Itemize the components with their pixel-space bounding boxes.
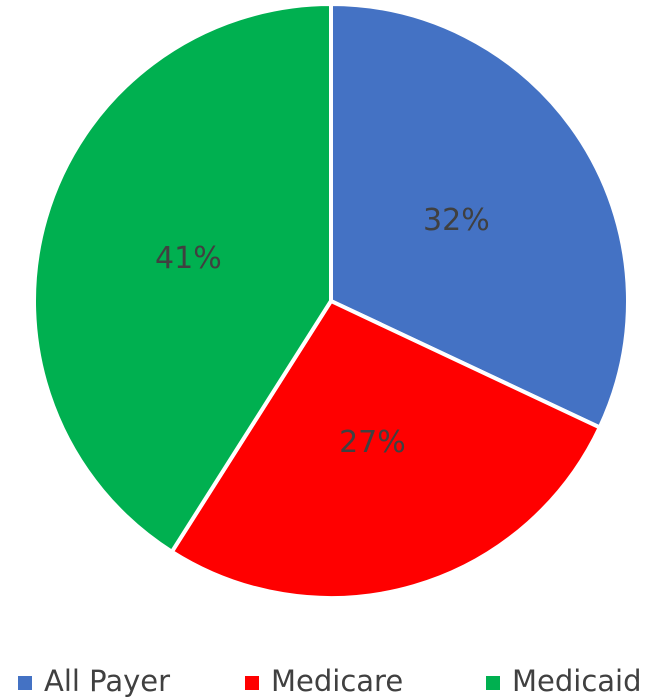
slice-label: 41% — [155, 241, 222, 276]
pie-slice — [329, 1, 630, 431]
legend-swatch — [245, 676, 259, 690]
legend-label: All Payer — [44, 664, 170, 698]
legend-label: Medicaid — [512, 664, 642, 698]
pie-slice — [169, 298, 603, 600]
slice-label: 27% — [339, 425, 406, 460]
pie-slice — [32, 1, 333, 555]
legend-label: Medicare — [271, 664, 403, 698]
slice-label: 32% — [423, 203, 490, 238]
legend-swatch — [486, 676, 500, 690]
legend-swatch — [18, 676, 32, 690]
